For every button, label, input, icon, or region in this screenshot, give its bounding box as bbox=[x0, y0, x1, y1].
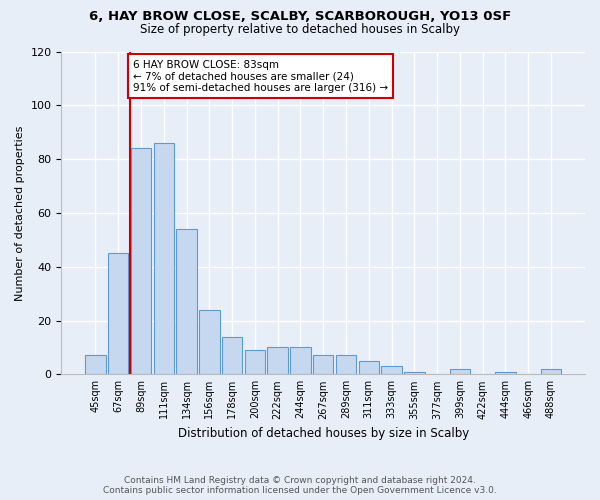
Bar bbox=[108, 254, 128, 374]
Bar bbox=[222, 336, 242, 374]
Bar bbox=[268, 348, 288, 374]
Bar bbox=[290, 348, 311, 374]
Bar bbox=[245, 350, 265, 374]
Bar bbox=[381, 366, 402, 374]
Bar bbox=[541, 369, 561, 374]
Bar bbox=[449, 369, 470, 374]
Text: 6 HAY BROW CLOSE: 83sqm
← 7% of detached houses are smaller (24)
91% of semi-det: 6 HAY BROW CLOSE: 83sqm ← 7% of detached… bbox=[133, 60, 388, 93]
Bar bbox=[85, 356, 106, 374]
Bar bbox=[313, 356, 334, 374]
Bar bbox=[199, 310, 220, 374]
Y-axis label: Number of detached properties: Number of detached properties bbox=[15, 125, 25, 300]
Text: Contains HM Land Registry data © Crown copyright and database right 2024.
Contai: Contains HM Land Registry data © Crown c… bbox=[103, 476, 497, 495]
Bar bbox=[404, 372, 425, 374]
Bar bbox=[154, 143, 174, 374]
X-axis label: Distribution of detached houses by size in Scalby: Distribution of detached houses by size … bbox=[178, 427, 469, 440]
Bar bbox=[131, 148, 151, 374]
Text: Size of property relative to detached houses in Scalby: Size of property relative to detached ho… bbox=[140, 22, 460, 36]
Bar bbox=[336, 356, 356, 374]
Text: 6, HAY BROW CLOSE, SCALBY, SCARBOROUGH, YO13 0SF: 6, HAY BROW CLOSE, SCALBY, SCARBOROUGH, … bbox=[89, 10, 511, 23]
Bar bbox=[176, 229, 197, 374]
Bar bbox=[359, 361, 379, 374]
Bar bbox=[495, 372, 515, 374]
